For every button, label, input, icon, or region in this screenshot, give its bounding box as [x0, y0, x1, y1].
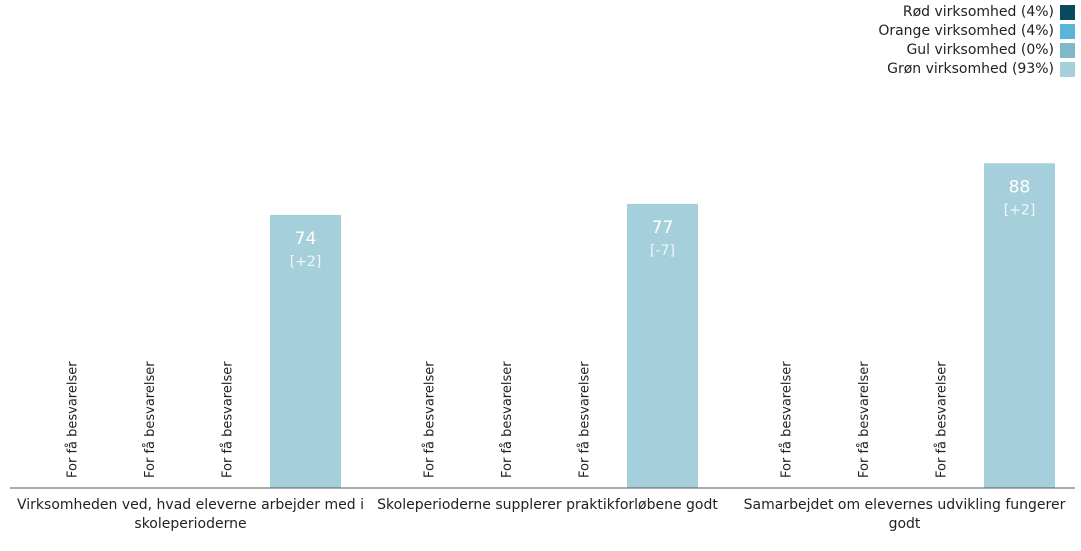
- legend-label: Grøn virksomhed (93%): [887, 61, 1054, 77]
- no-data-label: For få besvarelser: [221, 361, 236, 478]
- x-tick-label: Samarbejdet om elevernes udvikling funge…: [743, 497, 1066, 532]
- legend-label: Rød virksomhed (4%): [903, 4, 1054, 20]
- x-tick-label: Virksomheden ved, hvad eleverne arbejder…: [17, 497, 364, 532]
- value-label: 88: [1009, 177, 1031, 197]
- no-data-label: For få besvarelser: [500, 361, 515, 478]
- bar: [627, 203, 698, 488]
- no-data-label: For få besvarelser: [143, 361, 158, 478]
- change-label: [+2]: [290, 254, 322, 270]
- bar: [270, 214, 341, 488]
- legend-swatch: [1060, 62, 1075, 77]
- value-label: 74: [295, 229, 317, 249]
- no-data-label: For få besvarelser: [935, 361, 950, 478]
- no-data-label: For få besvarelser: [780, 361, 795, 478]
- no-data-label: For få besvarelser: [578, 361, 593, 478]
- bar: [984, 163, 1055, 488]
- no-data-label: For få besvarelser: [857, 361, 872, 478]
- legend-label: Orange virksomhed (4%): [878, 23, 1054, 39]
- x-tick-label: Skoleperioderne supplerer praktikforløbe…: [377, 497, 718, 513]
- change-label: [+2]: [1004, 202, 1036, 218]
- no-data-label: For få besvarelser: [423, 361, 438, 478]
- legend-swatch: [1060, 5, 1075, 20]
- legend-label: Gul virksomhed (0%): [906, 42, 1054, 58]
- legend-swatch: [1060, 24, 1075, 39]
- legend-swatch: [1060, 43, 1075, 58]
- change-label: [-7]: [650, 243, 675, 259]
- no-data-label: For få besvarelser: [66, 361, 81, 478]
- value-label: 77: [652, 218, 674, 238]
